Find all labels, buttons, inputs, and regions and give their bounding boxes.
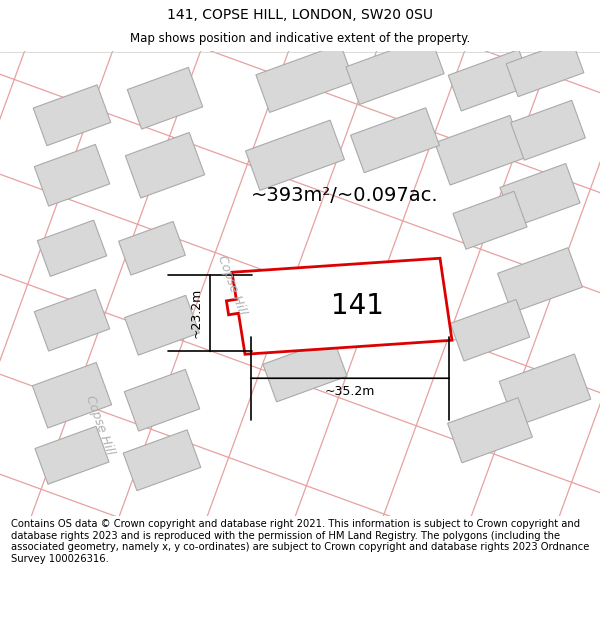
Polygon shape bbox=[499, 354, 591, 426]
Polygon shape bbox=[511, 101, 586, 160]
Polygon shape bbox=[37, 220, 107, 276]
Text: ~35.2m: ~35.2m bbox=[325, 385, 375, 398]
Polygon shape bbox=[125, 132, 205, 198]
Polygon shape bbox=[124, 369, 200, 431]
Text: 141: 141 bbox=[331, 292, 383, 320]
Polygon shape bbox=[450, 299, 530, 361]
Polygon shape bbox=[448, 398, 532, 462]
Polygon shape bbox=[127, 68, 203, 129]
Polygon shape bbox=[346, 36, 444, 104]
Polygon shape bbox=[123, 430, 201, 491]
Polygon shape bbox=[34, 289, 110, 351]
Text: 141, COPSE HILL, LONDON, SW20 0SU: 141, COPSE HILL, LONDON, SW20 0SU bbox=[167, 8, 433, 22]
Polygon shape bbox=[497, 248, 583, 312]
Polygon shape bbox=[245, 120, 344, 191]
Text: Contains OS data © Crown copyright and database right 2021. This information is : Contains OS data © Crown copyright and d… bbox=[11, 519, 589, 564]
Polygon shape bbox=[453, 191, 527, 249]
Polygon shape bbox=[33, 85, 111, 146]
Polygon shape bbox=[435, 116, 525, 185]
Text: ~393m²/~0.097ac.: ~393m²/~0.097ac. bbox=[251, 186, 439, 205]
Polygon shape bbox=[256, 44, 354, 112]
Polygon shape bbox=[263, 339, 347, 402]
Polygon shape bbox=[350, 107, 439, 172]
Polygon shape bbox=[119, 221, 185, 275]
Polygon shape bbox=[500, 164, 580, 227]
Polygon shape bbox=[34, 144, 110, 206]
Polygon shape bbox=[226, 258, 452, 354]
Text: Copse Hill: Copse Hill bbox=[83, 394, 117, 457]
Polygon shape bbox=[448, 49, 532, 111]
Text: ~23.2m: ~23.2m bbox=[190, 288, 203, 338]
Text: Map shows position and indicative extent of the property.: Map shows position and indicative extent… bbox=[130, 32, 470, 45]
Polygon shape bbox=[32, 362, 112, 428]
Polygon shape bbox=[125, 296, 199, 355]
Polygon shape bbox=[35, 426, 109, 484]
Polygon shape bbox=[506, 40, 584, 97]
Text: Copse Hill: Copse Hill bbox=[215, 254, 249, 317]
